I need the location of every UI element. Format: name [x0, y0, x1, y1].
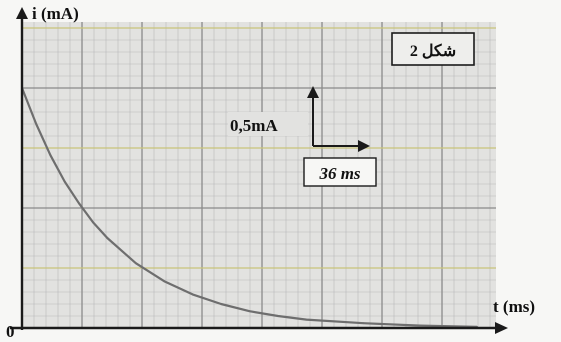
data-point — [92, 221, 94, 224]
data-point — [106, 237, 109, 239]
data-point — [191, 293, 194, 296]
scale-y-arrowhead — [307, 86, 319, 98]
figure-label: شكل 2 — [410, 43, 456, 60]
scale-x-arrowhead — [358, 140, 370, 152]
data-point — [163, 280, 166, 283]
y-axis-arrowhead — [16, 7, 28, 19]
major-grid — [22, 22, 496, 328]
x-axis-arrowhead — [495, 322, 508, 334]
figure-label-box — [391, 32, 475, 66]
data-point — [277, 315, 279, 317]
data-point — [419, 324, 422, 327]
scale-x-label: 36 ms — [318, 164, 360, 183]
data-point — [35, 123, 38, 125]
y-axis-label: i (mA) — [32, 4, 79, 23]
data-point — [305, 318, 308, 321]
data-point — [248, 310, 251, 313]
data-point — [220, 303, 223, 305]
minor-grid — [22, 22, 496, 328]
origin-label: 0 — [6, 322, 15, 341]
scale-y-label: 0,5mA — [230, 116, 278, 135]
data-point — [49, 154, 52, 157]
data-point — [362, 322, 365, 325]
x-axis-label: t (ms) — [493, 297, 535, 316]
data-point — [134, 262, 137, 265]
scale-x-label-box — [303, 157, 377, 187]
plot-panel — [22, 22, 496, 328]
data-point — [63, 180, 66, 183]
data-point — [78, 202, 80, 205]
scale-y-label-box — [228, 112, 308, 136]
